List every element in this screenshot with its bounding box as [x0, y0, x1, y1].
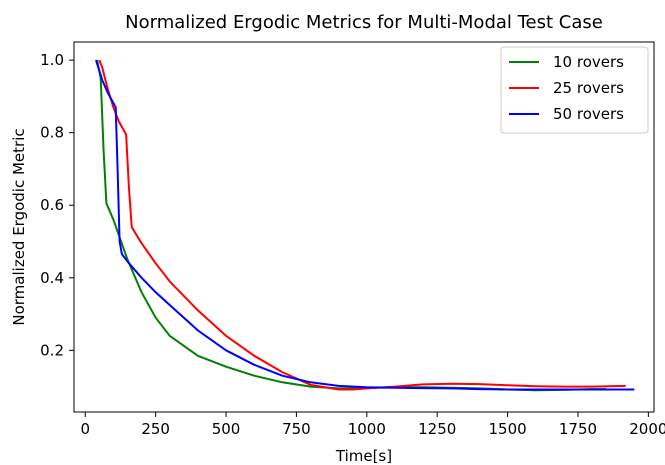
legend-label: 25 rovers: [553, 79, 624, 97]
x-tick-label: 1750: [559, 420, 597, 438]
legend-label: 10 rovers: [553, 53, 624, 71]
x-tick-label: 2000: [629, 420, 665, 438]
x-tick-label: 750: [282, 420, 311, 438]
y-tick-label: 1.0: [40, 51, 64, 69]
y-axis-label: Normalized Ergodic Metric: [10, 128, 28, 325]
y-tick-label: 0.4: [40, 269, 64, 287]
x-tick-label: 1250: [418, 420, 456, 438]
x-tick-label: 0: [80, 420, 90, 438]
x-tick-label: 1500: [488, 420, 526, 438]
x-tick-label: 250: [141, 420, 170, 438]
legend: 10 rovers 25 rovers 50 rovers: [501, 47, 648, 133]
x-tick-label: 500: [212, 420, 241, 438]
y-tick-label: 0.8: [40, 124, 64, 142]
x-axis: 0 250 500 750 1000 1250 1500 1750 2000: [80, 412, 665, 438]
x-tick-label: 1000: [348, 420, 386, 438]
x-axis-label: Time[s]: [335, 447, 392, 465]
y-axis: 0.2 0.4 0.6 0.8 1.0: [40, 51, 74, 359]
y-tick-label: 0.6: [40, 196, 64, 214]
y-tick-label: 0.2: [40, 341, 64, 359]
chart-title: Normalized Ergodic Metrics for Multi-Mod…: [125, 12, 603, 33]
legend-label: 50 rovers: [553, 105, 624, 123]
